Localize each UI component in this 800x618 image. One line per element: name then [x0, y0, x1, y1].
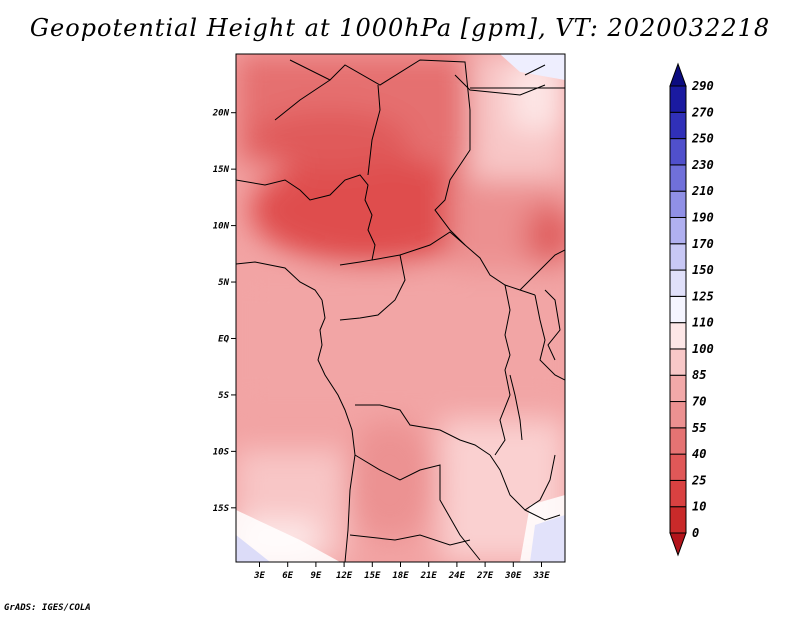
x-tick-label: 33E	[532, 571, 550, 581]
niger-chad-border	[367, 84, 381, 176]
car-border	[371, 231, 536, 296]
gulf-guinea-coast	[236, 261, 323, 301]
cameroon-border	[339, 254, 406, 321]
y-tick-label: 20N	[212, 109, 230, 119]
field-angola	[345, 420, 435, 540]
angola-zambia-border	[354, 454, 481, 561]
colorbar-box	[669, 322, 687, 350]
field-se-blue	[530, 515, 565, 562]
colorbar-box	[669, 269, 687, 297]
y-tick-label: 5N	[218, 278, 229, 288]
nile-region-border	[454, 74, 546, 96]
colorbar-label: 25	[691, 473, 706, 487]
y-tick-label: 15S	[213, 504, 230, 514]
field-congo	[236, 270, 565, 410]
red-sea-coast	[524, 64, 546, 76]
south-sudan-border	[519, 249, 565, 291]
field-sw-white	[236, 510, 340, 562]
x-tick-label: 21E	[420, 571, 438, 581]
colorbar-label: 55	[692, 421, 706, 435]
colorbar-high-extend	[669, 62, 687, 87]
y-tick-label: 10N	[213, 222, 230, 232]
colorbar-box	[669, 164, 687, 192]
field-ethiopia	[525, 205, 565, 265]
colorbar-low-extend	[669, 532, 687, 557]
colorbar-box	[669, 111, 687, 140]
colorbar-box	[669, 216, 687, 245]
field-sw-blue	[236, 535, 270, 562]
colorbar-box	[669, 190, 687, 218]
colorbar-label: 40	[692, 447, 706, 461]
colorbar-label: 270	[691, 105, 714, 119]
colorbar-label: 110	[692, 316, 714, 330]
credit-label: GrADS: IGES/COLA	[4, 603, 91, 613]
x-tick-label: 12E	[336, 571, 353, 581]
colorbar-label: 125	[692, 289, 714, 303]
colorbar-box	[669, 138, 687, 166]
colorbar-label: 250	[691, 132, 714, 146]
heatmap-field	[236, 54, 565, 562]
y-tick-label: 10S	[213, 447, 230, 457]
lake-victoria	[544, 289, 561, 361]
y-axis: 20N 15N 10N 5N EQ 5S 10S 15S	[212, 109, 236, 514]
chad-libya-border	[289, 59, 471, 246]
y-tick-label: EQ	[218, 334, 229, 344]
field-sahara-core	[250, 110, 410, 170]
colorbar: 0 10 25 40 55 70 85 100 110 125 150 170 190 210 230 250…	[669, 62, 714, 557]
x-tick-label: 3E	[253, 571, 265, 581]
colorbar-label: 230	[691, 158, 714, 172]
colorbar-box	[669, 295, 687, 324]
colorbar-box	[669, 453, 687, 481]
colorbar-label: 100	[692, 342, 714, 356]
colorbar-label: 290	[691, 79, 714, 93]
x-tick-label: 24E	[448, 571, 466, 581]
colorbar-box	[669, 401, 687, 429]
colorbar-box	[669, 479, 687, 508]
x-tick-label: 6E	[282, 571, 293, 581]
colorbar-label: 150	[692, 263, 714, 277]
colorbar-box	[669, 243, 687, 271]
mali-niger-border	[274, 79, 331, 121]
colorbar-box	[669, 506, 687, 534]
lake-tanganyika	[509, 374, 523, 441]
x-tick-label: 30E	[504, 571, 522, 581]
borders	[236, 59, 565, 562]
colorbar-box	[669, 348, 687, 376]
x-tick-label: 27E	[476, 571, 494, 581]
drc-east-border	[494, 284, 511, 456]
drc-angola-border	[355, 404, 491, 456]
chart-title: Geopotential Height at 1000hPa [gpm], VT…	[29, 14, 771, 42]
colorbar-label: 210	[691, 184, 714, 198]
namibia-border	[349, 534, 471, 546]
colorbar-label: 70	[692, 395, 706, 409]
uganda-border	[534, 294, 565, 381]
field-ne-blue	[500, 54, 565, 80]
y-tick-label: 15N	[213, 165, 230, 175]
y-tick-label: 5S	[218, 391, 229, 401]
colorbar-label: 190	[692, 210, 714, 224]
nigeria-border	[236, 174, 376, 266]
colorbar-label: 170	[692, 237, 714, 251]
x-tick-label: 9E	[310, 571, 321, 581]
colorbar-label: 85	[692, 368, 706, 382]
malawi-border	[524, 509, 561, 521]
west-coast	[317, 299, 356, 562]
colorbar-box	[669, 85, 687, 113]
colorbar-label: 0	[692, 526, 699, 540]
colorbar-label: 10	[692, 500, 706, 514]
colorbar-box	[669, 427, 687, 455]
x-tick-label: 18E	[392, 571, 409, 581]
colorbar-box	[669, 374, 687, 403]
x-axis: 3E 6E 9E 12E 15E 18E 21E 24E 27E 30E 33E	[253, 562, 550, 581]
x-tick-label: 15E	[364, 571, 381, 581]
